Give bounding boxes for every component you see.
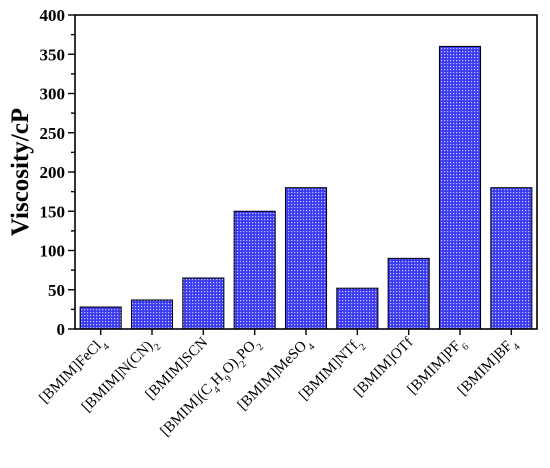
bar-7 (438, 45, 482, 330)
bar-4 (284, 187, 328, 330)
y-tick-label: 300 (40, 85, 66, 104)
bar-3 (233, 210, 276, 330)
bar-2 (182, 277, 225, 330)
y-tick-label: 200 (40, 163, 66, 182)
bar-5 (336, 287, 379, 330)
y-tick-label: 350 (40, 45, 66, 64)
y-tick-label: 100 (40, 242, 66, 261)
bar-0 (79, 306, 122, 330)
axes (68, 14, 538, 335)
bars (79, 45, 533, 330)
y-tick-label: 0 (57, 320, 66, 339)
y-axis-title: Viscosity/cP (7, 108, 34, 236)
bar-1 (130, 299, 174, 330)
y-tick-label: 150 (40, 202, 66, 221)
bar-8 (490, 187, 533, 330)
y-tick-label: 400 (40, 6, 66, 25)
y-tick-label: 250 (40, 124, 66, 143)
y-tick-label: 50 (48, 281, 65, 300)
bar-6 (387, 257, 430, 330)
